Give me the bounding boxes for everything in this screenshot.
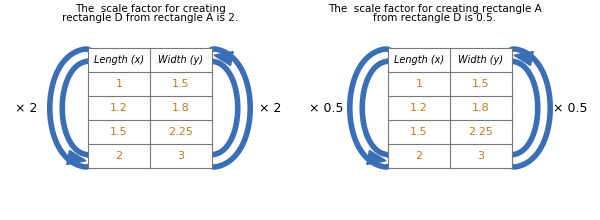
Text: 2: 2 [415,151,422,161]
Text: × 2: × 2 [259,101,281,114]
Bar [388,48,512,168]
Text: The  scale factor for creating rectangle A: The scale factor for creating rectangle … [328,4,542,14]
Text: × 0.5: × 0.5 [553,101,587,114]
Text: 2.25: 2.25 [469,127,493,137]
Text: 1.5: 1.5 [472,79,490,89]
Polygon shape [367,150,386,165]
Text: 1.2: 1.2 [410,103,428,113]
Text: 1.2: 1.2 [110,103,128,113]
Text: 2.25: 2.25 [169,127,193,137]
Polygon shape [214,51,233,66]
Polygon shape [514,51,533,66]
Text: × 2: × 2 [15,101,37,114]
Text: × 0.5: × 0.5 [309,101,343,114]
Text: 1.8: 1.8 [172,103,190,113]
Text: 1: 1 [115,79,122,89]
Text: Width (y): Width (y) [158,55,203,65]
Text: Length (x): Length (x) [94,55,144,65]
Text: 3: 3 [478,151,485,161]
Text: from rectangle D is 0.5.: from rectangle D is 0.5. [373,13,497,23]
Text: 3: 3 [178,151,185,161]
Text: 1: 1 [415,79,422,89]
Text: 1.5: 1.5 [410,127,428,137]
Text: Length (x): Length (x) [394,55,444,65]
Text: 2: 2 [115,151,122,161]
Bar [88,48,212,168]
Text: rectangle D from rectangle A is 2.: rectangle D from rectangle A is 2. [62,13,238,23]
Text: The  scale factor for creating: The scale factor for creating [74,4,226,14]
Text: 1.8: 1.8 [472,103,490,113]
Text: 1.5: 1.5 [110,127,128,137]
Text: Width (y): Width (y) [458,55,503,65]
Polygon shape [67,150,86,165]
Text: 1.5: 1.5 [172,79,190,89]
